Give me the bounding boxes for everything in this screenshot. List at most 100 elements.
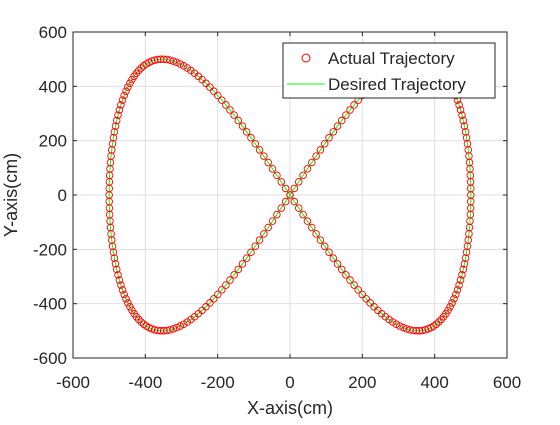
x-tick-label: -600: [56, 373, 90, 392]
actual-trajectory-point: [108, 140, 117, 148]
actual-trajectory-point: [320, 242, 329, 250]
actual-trajectory-point: [176, 322, 184, 330]
actual-trajectory-point: [399, 323, 407, 332]
actual-trajectory-point: [238, 260, 247, 268]
actual-trajectory-point: [273, 171, 281, 180]
actual-trajectory-point: [329, 254, 338, 262]
actual-trajectory-point: [234, 116, 243, 125]
y-tick-labels: -600 -400 -200 0 200 400 600: [33, 23, 67, 368]
x-axis-label: X-axis(cm): [247, 398, 333, 418]
actual-trajectory-point: [112, 116, 121, 125]
legend: Actual Trajectory Desired Trajectory: [282, 42, 496, 99]
y-tick-label: -600: [33, 349, 67, 368]
actual-trajectory-point: [350, 281, 358, 289]
y-tick-label: -400: [33, 295, 67, 314]
actual-trajectory-point: [137, 64, 145, 72]
actual-trajectory-point: [126, 79, 134, 87]
actual-trajectory-point: [444, 306, 452, 315]
actual-trajectory-point: [122, 87, 130, 95]
actual-trajectory-point: [214, 290, 222, 299]
actual-trajectory-point: [333, 122, 342, 130]
actual-trajectory-point: [118, 96, 127, 104]
actual-trajectory-point: [435, 318, 443, 326]
y-tick-label: 0: [58, 186, 67, 205]
actual-trajectory-point: [354, 286, 362, 294]
actual-trajectory-point: [153, 326, 162, 335]
actual-trajectory-point: [418, 326, 427, 335]
actual-trajectory-point: [247, 248, 255, 256]
actual-trajectory-point: [350, 101, 358, 109]
actual-trajectory-point: [290, 197, 299, 206]
actual-trajectory-point: [453, 286, 462, 294]
actual-trajectory-point: [115, 276, 124, 284]
actual-trajectory-point: [255, 146, 264, 154]
actual-trajectory-point: [346, 276, 354, 284]
x-tick-label: 0: [285, 373, 294, 392]
actual-trajectory-point: [120, 91, 128, 100]
actual-trajectory-point: [460, 122, 469, 130]
actual-trajectory-point: [118, 286, 127, 294]
actual-trajectory-point: [238, 122, 247, 130]
actual-trajectory-point: [126, 303, 134, 311]
actual-trajectory-point: [463, 140, 472, 148]
actual-trajectory-point: [325, 248, 333, 256]
actual-trajectory-point: [281, 184, 290, 193]
actual-trajectory-point: [210, 295, 218, 303]
actual-trajectory-point: [312, 230, 320, 238]
actual-trajectory-point: [110, 254, 119, 262]
actual-trajectory-point: [139, 320, 148, 328]
actual-trajectory-point: [342, 271, 350, 279]
actual-trajectory-point: [255, 236, 264, 244]
actual-trajectory-point: [230, 111, 238, 119]
actual-trajectory-point: [166, 56, 174, 64]
legend-label-desired: Desired Trajectory: [328, 75, 466, 94]
actual-trajectory-point: [115, 106, 124, 114]
x-tick-label: 200: [348, 373, 376, 392]
actual-trajectory-point: [137, 318, 145, 326]
actual-trajectory-point: [169, 57, 178, 65]
actual-trajectory-point: [277, 178, 286, 186]
actual-trajectory-point: [117, 281, 125, 289]
actual-trajectory-point: [206, 299, 214, 307]
actual-trajectory-point: [222, 281, 230, 289]
actual-trajectory-point: [461, 128, 470, 136]
y-axis-label: Y-axis(cm): [1, 153, 21, 237]
x-tick-label: -400: [128, 373, 162, 392]
actual-trajectory-point: [124, 83, 132, 91]
actual-trajectory-point: [415, 327, 424, 335]
actual-trajectory-point: [312, 152, 320, 160]
actual-trajectory-point: [260, 230, 268, 238]
actual-trajectory-point: [455, 281, 463, 289]
actual-trajectory-point: [206, 83, 214, 91]
actual-trajectory-point: [294, 204, 303, 212]
actual-trajectory-point: [128, 306, 136, 315]
actual-trajectory-point: [218, 286, 226, 294]
actual-trajectory-point: [455, 101, 463, 109]
actual-trajectory-point: [342, 111, 350, 119]
actual-trajectory-point: [462, 248, 471, 256]
actual-trajectory-point: [462, 134, 471, 142]
actual-trajectory-point: [226, 106, 234, 114]
actual-trajectory-point: [308, 223, 316, 232]
actual-trajectory-point: [325, 134, 333, 142]
actual-trajectory-point: [299, 210, 307, 219]
actual-trajectory-point: [458, 111, 466, 119]
actual-trajectory-point: [303, 165, 312, 173]
actual-trajectory-point: [392, 320, 401, 328]
actual-trajectory-point: [226, 276, 234, 284]
actual-trajectory-point: [362, 295, 370, 303]
actual-trajectory-point: [242, 254, 251, 262]
actual-trajectory-point: [230, 271, 238, 279]
actual-trajectory-point: [456, 106, 465, 114]
actual-trajectory-point: [111, 122, 120, 130]
y-tick-label: 200: [39, 132, 67, 151]
legend-box: [282, 42, 496, 99]
actual-trajectory-point: [210, 87, 218, 95]
actual-trajectory-point: [111, 260, 120, 268]
actual-trajectory-point: [179, 320, 188, 328]
actual-trajectory-point: [153, 55, 162, 64]
actual-trajectory-series: [105, 55, 475, 335]
actual-trajectory-point: [316, 146, 325, 154]
